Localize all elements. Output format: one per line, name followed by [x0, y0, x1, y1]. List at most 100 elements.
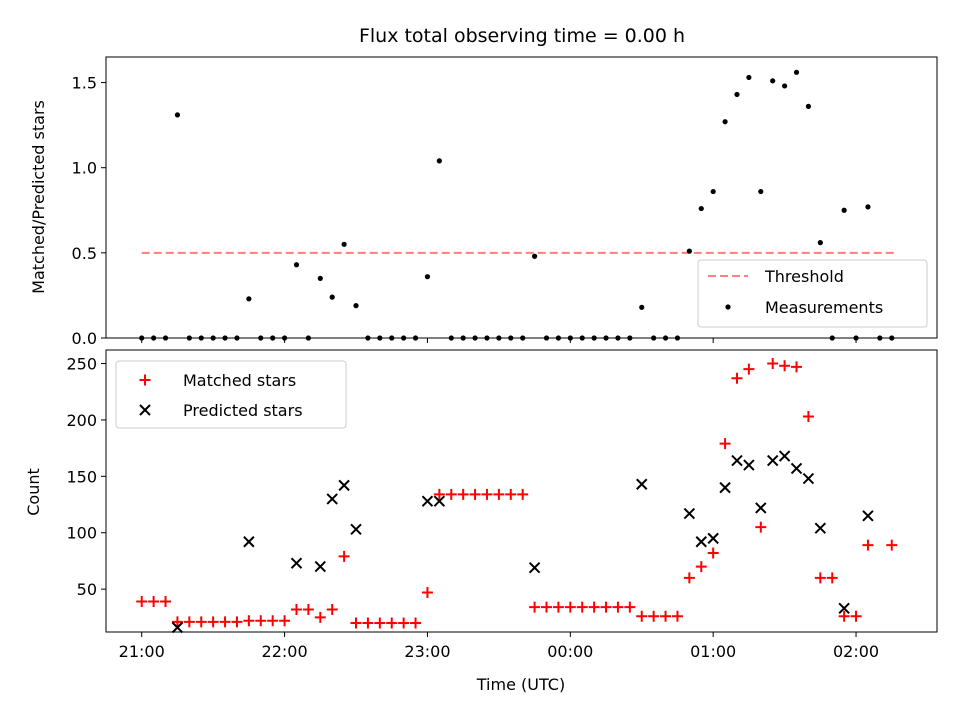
measurement-point: [710, 188, 716, 195]
predicted-star-point: [802, 472, 815, 485]
measurement-point: [865, 204, 871, 210]
matched-star-point: [743, 363, 755, 375]
measurement-point: [698, 205, 704, 212]
x-tick-label: 00:00: [547, 642, 593, 661]
matched-star-point: [469, 488, 481, 500]
matched-star-point: [802, 411, 814, 423]
top-legend: Threshold Measurements: [697, 259, 928, 328]
predicted-star-point: [707, 532, 719, 545]
matched-star-point: [231, 616, 243, 628]
chart-title: Flux total observing time = 0.00 h: [359, 25, 685, 47]
predicted-star-point: [350, 523, 362, 536]
measurement-point: [543, 335, 550, 341]
matched-star-point: [564, 601, 576, 613]
measurement-point: [817, 240, 823, 246]
measurement-point: [258, 335, 264, 341]
measurement-point: [746, 74, 752, 81]
matched-star-point: [183, 616, 195, 628]
measurement-point: [341, 241, 347, 247]
matched-star-point: [826, 572, 838, 584]
matched-star-point: [576, 601, 588, 613]
measurement-point: [829, 335, 835, 341]
matched-star-point: [588, 601, 600, 613]
top-panel: 0.0 0.5 1.0 1.5 Matched/Predicted stars Thr…: [29, 56, 938, 348]
matched-star-point: [148, 596, 160, 608]
legend-threshold-label: Threshold: [764, 267, 844, 286]
measurement-point: [162, 335, 169, 341]
measurement-point: [627, 335, 633, 341]
measurement-point: [412, 335, 419, 341]
measurement-point: [722, 119, 728, 125]
x-tick-label: 23:00: [404, 642, 450, 661]
bottom-y-tick-label: 250: [66, 355, 97, 374]
measurement-point: [591, 335, 597, 341]
matched-star-point: [160, 596, 172, 608]
matched-star-point: [791, 361, 803, 373]
legend-measurements-label: Measurements: [765, 298, 883, 317]
measurement-point: [639, 304, 645, 310]
measurement-point: [246, 296, 252, 302]
legend-matched-swatch: [139, 374, 151, 386]
matched-star-point: [362, 617, 374, 629]
legend-measurements-swatch: [725, 304, 731, 310]
top-y-axis-ticks: 0.0 0.5 1.0 1.5: [72, 74, 106, 348]
predicted-star-point: [683, 507, 696, 520]
predicted-star-point: [243, 536, 255, 548]
matched-star-point: [267, 615, 279, 627]
measurement-point: [198, 335, 204, 341]
matched-star-point: [410, 617, 422, 629]
matched-star-point: [457, 488, 469, 500]
predicted-star-point: [814, 522, 827, 534]
matched-stars-points: [136, 358, 898, 629]
matched-star-point: [302, 603, 314, 615]
matched-star-point: [529, 601, 541, 613]
matched-star-point: [421, 587, 433, 599]
matched-star-point: [541, 601, 553, 613]
predicted-star-point: [314, 560, 327, 573]
predicted-star-point: [862, 510, 874, 522]
top-y-tick-label: 1.5: [72, 74, 97, 93]
measurement-point: [329, 294, 335, 300]
bottom-legend: Matched stars Predicted stars: [115, 360, 347, 429]
measurement-point: [579, 335, 585, 341]
matched-star-point: [767, 358, 779, 370]
matched-star-point: [862, 539, 874, 551]
x-tick-label: 22:00: [262, 642, 308, 661]
measurement-point: [222, 335, 228, 341]
x-tick-label: 21:00: [119, 642, 165, 661]
bottom-y-tick-label: 50: [77, 580, 97, 599]
measurement-point: [734, 91, 740, 98]
matched-star-point: [219, 616, 231, 628]
matched-star-point: [612, 601, 624, 613]
matched-star-point: [671, 610, 683, 622]
matched-star-point: [505, 488, 517, 500]
matched-star-point: [648, 610, 660, 622]
matched-star-point: [814, 572, 826, 584]
bottom-legend-box: [115, 360, 347, 429]
predicted-star-point: [755, 502, 767, 514]
measurement-point: [555, 335, 562, 341]
matched-star-point: [243, 615, 255, 627]
measurement-point: [353, 303, 359, 309]
measurement-point: [651, 335, 657, 341]
measurement-point: [484, 335, 490, 341]
predicted-star-point: [731, 454, 743, 467]
bottom-y-tick-label: 200: [66, 411, 97, 430]
measurement-point: [234, 335, 240, 341]
measurement-point: [889, 335, 895, 341]
predicted-star-point: [528, 561, 541, 574]
matched-star-point: [350, 617, 362, 629]
predicted-star-point: [636, 478, 648, 490]
measurement-point: [293, 262, 300, 268]
measurement-point: [472, 335, 478, 341]
matched-star-point: [445, 488, 457, 500]
predicted-star-point: [743, 459, 755, 471]
predicted-stars-points: [171, 450, 874, 634]
matched-star-point: [731, 372, 743, 384]
measurement-point: [805, 103, 812, 109]
measurement-point: [674, 335, 681, 341]
measurement-point: [436, 158, 442, 164]
matched-star-point: [552, 601, 564, 613]
measurement-point: [531, 253, 538, 259]
legend-predicted-swatch: [139, 404, 151, 416]
